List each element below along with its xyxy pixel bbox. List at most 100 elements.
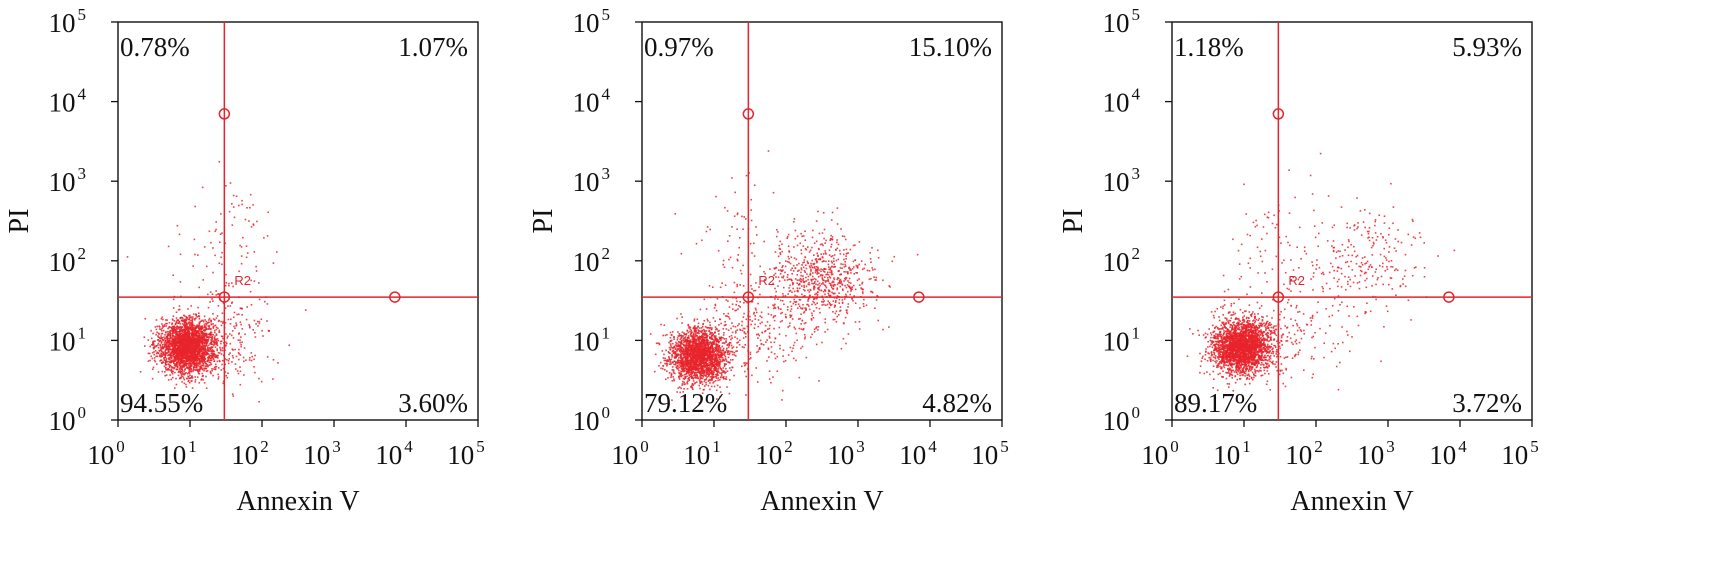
- data-point: [195, 364, 197, 366]
- data-point: [192, 355, 195, 358]
- data-point: [687, 353, 689, 355]
- data-point: [239, 366, 241, 368]
- data-point: [173, 336, 176, 339]
- data-point: [191, 337, 194, 340]
- data-point: [182, 353, 185, 356]
- data-point: [198, 357, 200, 360]
- data-point: [188, 371, 191, 373]
- data-point: [721, 349, 723, 352]
- data-point: [166, 343, 168, 345]
- data-point: [693, 368, 695, 371]
- data-point: [201, 357, 204, 360]
- data-point: [188, 329, 190, 331]
- data-point: [181, 326, 183, 328]
- data-point: [730, 369, 732, 371]
- data-point: [196, 350, 199, 353]
- data-point: [251, 355, 254, 358]
- data-point: [203, 369, 205, 372]
- data-point: [686, 337, 689, 339]
- data-point: [153, 357, 156, 359]
- data-point: [684, 345, 686, 347]
- data-point: [727, 356, 730, 359]
- data-point: [240, 323, 242, 326]
- data-point: [188, 322, 190, 325]
- data-point: [261, 329, 263, 332]
- data-point: [205, 332, 208, 335]
- data-point: [701, 342, 703, 344]
- data-point: [717, 377, 720, 379]
- data-point: [175, 365, 177, 367]
- data-point: [178, 336, 181, 339]
- data-point: [201, 340, 203, 343]
- data-point: [160, 341, 163, 343]
- data-point: [184, 335, 186, 338]
- data-point: [181, 381, 183, 383]
- data-point: [232, 194, 235, 197]
- data-point: [699, 338, 702, 340]
- data-point: [201, 361, 203, 363]
- data-point: [699, 380, 701, 383]
- data-point: [212, 323, 214, 325]
- data-point: [696, 359, 699, 361]
- data-point: [163, 346, 165, 349]
- data-point: [208, 319, 210, 321]
- data-point: [170, 348, 173, 351]
- data-point: [677, 359, 679, 361]
- data-point: [680, 350, 683, 352]
- data-point: [679, 391, 681, 394]
- data-point: [692, 353, 695, 355]
- data-point: [706, 349, 709, 351]
- data-point: [712, 343, 715, 345]
- data-point: [182, 342, 185, 345]
- quadrant-label-lower-left: 94.55%: [120, 388, 203, 418]
- data-point: [183, 370, 185, 373]
- data-point: [173, 341, 175, 343]
- data-point: [724, 372, 726, 375]
- data-point: [715, 361, 717, 363]
- data-point: [188, 370, 191, 372]
- data-point: [240, 336, 242, 338]
- data-point: [161, 355, 164, 357]
- data-point: [185, 360, 188, 363]
- data-point: [245, 256, 248, 259]
- data-point: [713, 343, 716, 345]
- data-point: [703, 357, 705, 359]
- data-point: [183, 326, 186, 328]
- data-point: [175, 350, 177, 352]
- data-point: [677, 368, 679, 370]
- data-point: [701, 369, 703, 372]
- data-point: [178, 368, 181, 370]
- data-point: [161, 354, 163, 356]
- data-point: [162, 329, 165, 332]
- data-point: [684, 336, 687, 338]
- data-point: [272, 262, 275, 264]
- data-point: [169, 358, 171, 361]
- data-point: [207, 344, 210, 347]
- data-point: [175, 340, 178, 343]
- data-point: [664, 369, 666, 371]
- data-point: [188, 379, 190, 382]
- data-point: [668, 372, 671, 374]
- data-point: [690, 353, 692, 355]
- data-point: [175, 317, 178, 319]
- data-point: [205, 322, 207, 325]
- data-point: [713, 340, 716, 342]
- data-point: [699, 376, 701, 378]
- data-point: [680, 374, 682, 377]
- data-point: [680, 363, 683, 365]
- data-point: [203, 339, 206, 341]
- data-point: [674, 357, 676, 359]
- data-point: [191, 329, 194, 332]
- data-point: [700, 327, 703, 329]
- data-point: [703, 371, 705, 373]
- data-point: [185, 347, 187, 350]
- data-point: [203, 342, 206, 345]
- data-point: [193, 238, 196, 241]
- data-point: [710, 367, 713, 370]
- data-point: [171, 370, 173, 373]
- data-point: [219, 349, 222, 352]
- data-point: [207, 365, 209, 368]
- data-point: [240, 246, 243, 248]
- data-point: [684, 366, 687, 368]
- y-tick-label: 10 1: [49, 323, 87, 356]
